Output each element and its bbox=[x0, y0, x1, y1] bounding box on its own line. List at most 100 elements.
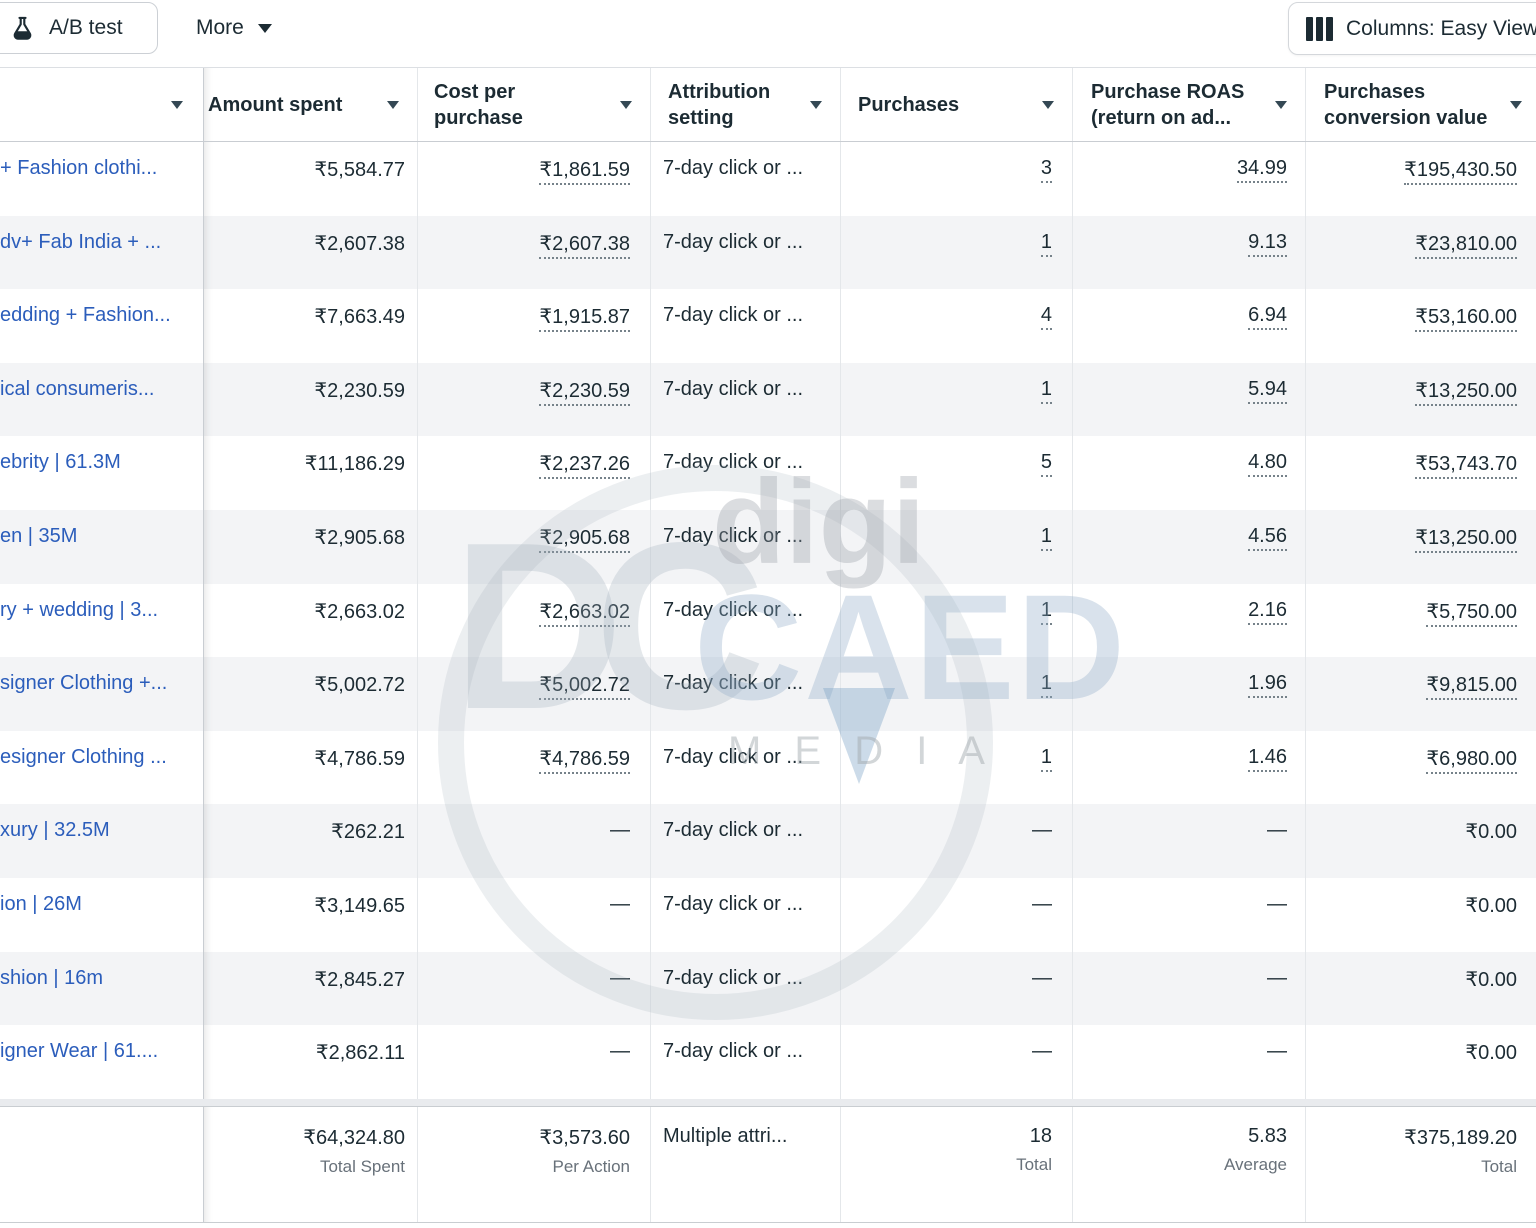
sort-arrow-icon[interactable] bbox=[620, 100, 632, 109]
roas-cell: 6.94 bbox=[1072, 289, 1305, 363]
purchases-cell: 4 bbox=[840, 289, 1072, 363]
amount-spent-cell: ₹2,845.27 bbox=[203, 951, 417, 1026]
metric-value-link[interactable]: ₹13,250.00 bbox=[1415, 526, 1517, 553]
metric-value-link[interactable]: ₹4,786.59 bbox=[539, 747, 630, 774]
metric-value-link[interactable]: ₹1,861.59 bbox=[539, 159, 630, 185]
amount-spent-cell: ₹2,663.02 bbox=[203, 583, 417, 658]
metric-value-link[interactable]: 9.13 bbox=[1248, 230, 1287, 257]
adset-name-link[interactable]: ical consumeris... bbox=[0, 377, 155, 400]
conversion-value-cell: ₹0.00 bbox=[1305, 951, 1536, 1026]
metric-value-link[interactable]: ₹2,237.26 bbox=[539, 453, 630, 480]
adset-name-link[interactable]: esigner Clothing ... bbox=[0, 745, 167, 768]
metric-value-link[interactable]: 4.56 bbox=[1248, 524, 1287, 551]
chevron-down-icon bbox=[257, 23, 272, 33]
metric-value-link[interactable]: ₹23,810.00 bbox=[1415, 232, 1517, 259]
toolbar: A/B test More Columns: Easy View bbox=[0, 0, 1536, 67]
adset-name-link[interactable]: en | 35M bbox=[0, 524, 78, 547]
metric-value-link[interactable]: 34.99 bbox=[1236, 157, 1287, 183]
metric-value-link[interactable]: ₹53,743.70 bbox=[1415, 453, 1517, 480]
adset-name-link[interactable]: ry + wedding | 3... bbox=[0, 598, 159, 621]
amount-spent-cell: ₹262.21 bbox=[203, 804, 417, 878]
amount-spent-cell: ₹4,786.59 bbox=[203, 730, 417, 805]
metric-value-link[interactable]: ₹2,607.38 bbox=[539, 232, 630, 259]
cost-per-purchase-cell: ₹1,915.87 bbox=[417, 289, 650, 363]
cost-per-purchase-cell: — bbox=[417, 951, 650, 1026]
roas-cell: — bbox=[1072, 1025, 1305, 1099]
amount-spent-cell: ₹2,905.68 bbox=[203, 509, 417, 584]
table-row: ry + wedding | 3... ₹2,663.02 ₹2,663.02 … bbox=[0, 583, 1536, 658]
columns-label: Columns: Easy View bbox=[1346, 16, 1536, 40]
metric-value-link[interactable]: ₹53,160.00 bbox=[1415, 306, 1517, 333]
attribution-cell: 7-day click or ... bbox=[650, 1025, 840, 1099]
cost-per-purchase-cell: ₹2,230.59 bbox=[417, 362, 650, 437]
metric-value-link[interactable]: 1 bbox=[1040, 524, 1052, 551]
columns-button[interactable]: Columns: Easy View bbox=[1288, 2, 1536, 55]
attribution-cell: 7-day click or ... bbox=[650, 657, 840, 731]
metric-value-link[interactable]: 5.94 bbox=[1248, 377, 1287, 404]
totals-empty-cell bbox=[0, 1107, 203, 1222]
conversion-value-cell: ₹53,743.70 bbox=[1305, 436, 1536, 510]
metric-value-link[interactable]: 1.46 bbox=[1248, 745, 1287, 772]
metric-value-link[interactable]: 1 bbox=[1040, 672, 1052, 699]
sort-arrow-icon[interactable] bbox=[1042, 100, 1054, 109]
metric-value-link[interactable]: 1 bbox=[1040, 598, 1052, 625]
adset-name-link[interactable]: dv+ Fab India + ... bbox=[0, 230, 162, 253]
header-name-column[interactable] bbox=[0, 68, 203, 141]
ab-test-button[interactable]: A/B test bbox=[0, 2, 158, 54]
metric-value-link[interactable]: 4 bbox=[1040, 304, 1052, 331]
sort-arrow-icon[interactable] bbox=[1510, 100, 1522, 109]
metric-value-link[interactable]: ₹2,905.68 bbox=[539, 526, 630, 553]
sort-arrow-icon[interactable] bbox=[1275, 100, 1287, 109]
header-attribution-setting[interactable]: Attribution setting bbox=[650, 68, 840, 141]
adset-name-link[interactable]: igner Wear | 61.... bbox=[0, 1040, 159, 1063]
header-cost-per-purchase[interactable]: Cost per purchase bbox=[417, 68, 650, 141]
metric-value-link[interactable]: 4.80 bbox=[1248, 451, 1287, 478]
metric-value-link[interactable]: 5 bbox=[1040, 451, 1052, 478]
more-button[interactable]: More bbox=[196, 0, 272, 56]
sort-arrow-icon[interactable] bbox=[810, 100, 822, 109]
adset-name-link[interactable]: ebrity | 61.3M bbox=[0, 451, 121, 474]
amount-spent-cell: ₹3,149.65 bbox=[203, 877, 417, 952]
adset-name-link[interactable]: xury | 32.5M bbox=[0, 819, 110, 842]
adset-name-link[interactable]: ion | 26M bbox=[0, 892, 82, 915]
header-purchase-roas[interactable]: Purchase ROAS (return on ad... bbox=[1072, 68, 1305, 141]
adset-name-link[interactable]: + Fashion clothi... bbox=[0, 157, 158, 179]
metric-value-link[interactable]: 3 bbox=[1040, 157, 1052, 183]
header-amount-spent[interactable]: Amount spent bbox=[203, 68, 417, 141]
roas-cell: — bbox=[1072, 877, 1305, 952]
attribution-cell: 7-day click or ... bbox=[650, 289, 840, 363]
metric-value-link[interactable]: 1 bbox=[1040, 377, 1052, 404]
sort-arrow-icon[interactable] bbox=[171, 100, 183, 109]
header-purchases[interactable]: Purchases bbox=[840, 68, 1072, 141]
metric-value-link[interactable]: 1 bbox=[1040, 230, 1052, 257]
table-row: igner Wear | 61.... ₹2,862.11 — 7-day cl… bbox=[0, 1025, 1536, 1099]
more-label: More bbox=[196, 16, 244, 39]
metric-value-link[interactable]: ₹2,663.02 bbox=[539, 600, 630, 627]
table-header-row: Amount spent Cost per purchase Attributi… bbox=[0, 68, 1536, 142]
metric-value-link[interactable]: 6.94 bbox=[1248, 304, 1287, 331]
header-conversion-value[interactable]: Purchases conversion value bbox=[1305, 68, 1536, 141]
metric-value-link[interactable]: 2.16 bbox=[1248, 598, 1287, 625]
metric-value-link[interactable]: 1 bbox=[1040, 745, 1052, 772]
adset-name-link[interactable]: edding + Fashion... bbox=[0, 304, 171, 327]
amount-spent-cell: ₹2,862.11 bbox=[203, 1025, 417, 1099]
conversion-value-cell: ₹9,815.00 bbox=[1305, 657, 1536, 731]
metric-value-link[interactable]: ₹195,430.50 bbox=[1404, 159, 1517, 185]
purchases-cell: — bbox=[840, 877, 1072, 952]
metric-value-link[interactable]: ₹5,002.72 bbox=[539, 674, 630, 701]
adset-name-link[interactable]: signer Clothing +... bbox=[0, 672, 168, 695]
metric-value-link[interactable]: ₹2,230.59 bbox=[539, 379, 630, 406]
sort-arrow-icon[interactable] bbox=[387, 100, 399, 109]
metric-value-link[interactable]: ₹13,250.00 bbox=[1415, 379, 1517, 406]
totals-separator bbox=[0, 1098, 1536, 1107]
roas-cell: 5.94 bbox=[1072, 362, 1305, 437]
columns-icon bbox=[1306, 16, 1333, 41]
amount-spent-cell: ₹2,230.59 bbox=[203, 362, 417, 437]
metric-value-link[interactable]: ₹9,815.00 bbox=[1426, 674, 1517, 701]
metric-value-link[interactable]: ₹6,980.00 bbox=[1426, 747, 1517, 774]
metric-value-link[interactable]: ₹5,750.00 bbox=[1426, 600, 1517, 627]
metric-value-link[interactable]: 1.96 bbox=[1248, 672, 1287, 699]
metric-value-link[interactable]: ₹1,915.87 bbox=[539, 306, 630, 333]
amount-spent-cell: ₹11,186.29 bbox=[203, 436, 417, 510]
adset-name-link[interactable]: shion | 16m bbox=[0, 966, 104, 989]
